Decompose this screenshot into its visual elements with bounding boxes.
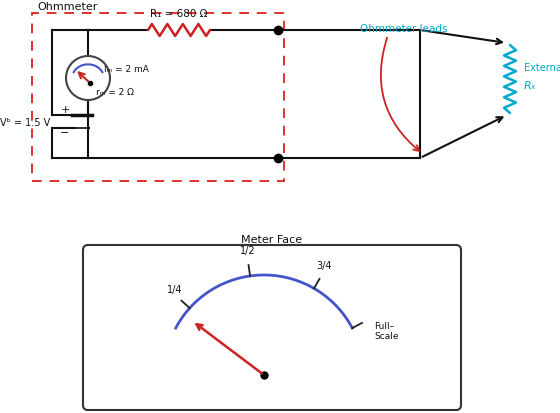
Text: Vᵇ = 1.5 V: Vᵇ = 1.5 V bbox=[0, 117, 50, 127]
Text: Meter Face: Meter Face bbox=[241, 235, 302, 244]
Text: 1/4: 1/4 bbox=[167, 284, 183, 294]
Text: Rₓ: Rₓ bbox=[524, 81, 536, 91]
Text: −: − bbox=[60, 128, 69, 138]
Text: External resistor: External resistor bbox=[524, 63, 560, 73]
Text: Iₘ = 2 mA: Iₘ = 2 mA bbox=[104, 65, 149, 74]
Text: R₁ = 680 Ω: R₁ = 680 Ω bbox=[150, 9, 208, 19]
Text: 1/2: 1/2 bbox=[240, 246, 255, 256]
Text: Ohmmeter leads: Ohmmeter leads bbox=[360, 24, 447, 34]
Bar bbox=[32, 14, 284, 182]
Text: Full–
Scale: Full– Scale bbox=[374, 321, 399, 340]
FancyBboxPatch shape bbox=[83, 245, 461, 410]
Text: 3/4: 3/4 bbox=[316, 261, 332, 271]
Text: Ohmmeter: Ohmmeter bbox=[37, 2, 97, 12]
Circle shape bbox=[66, 57, 110, 101]
Text: rₘ = 2 Ω: rₘ = 2 Ω bbox=[96, 88, 134, 97]
Text: +: + bbox=[60, 105, 69, 115]
